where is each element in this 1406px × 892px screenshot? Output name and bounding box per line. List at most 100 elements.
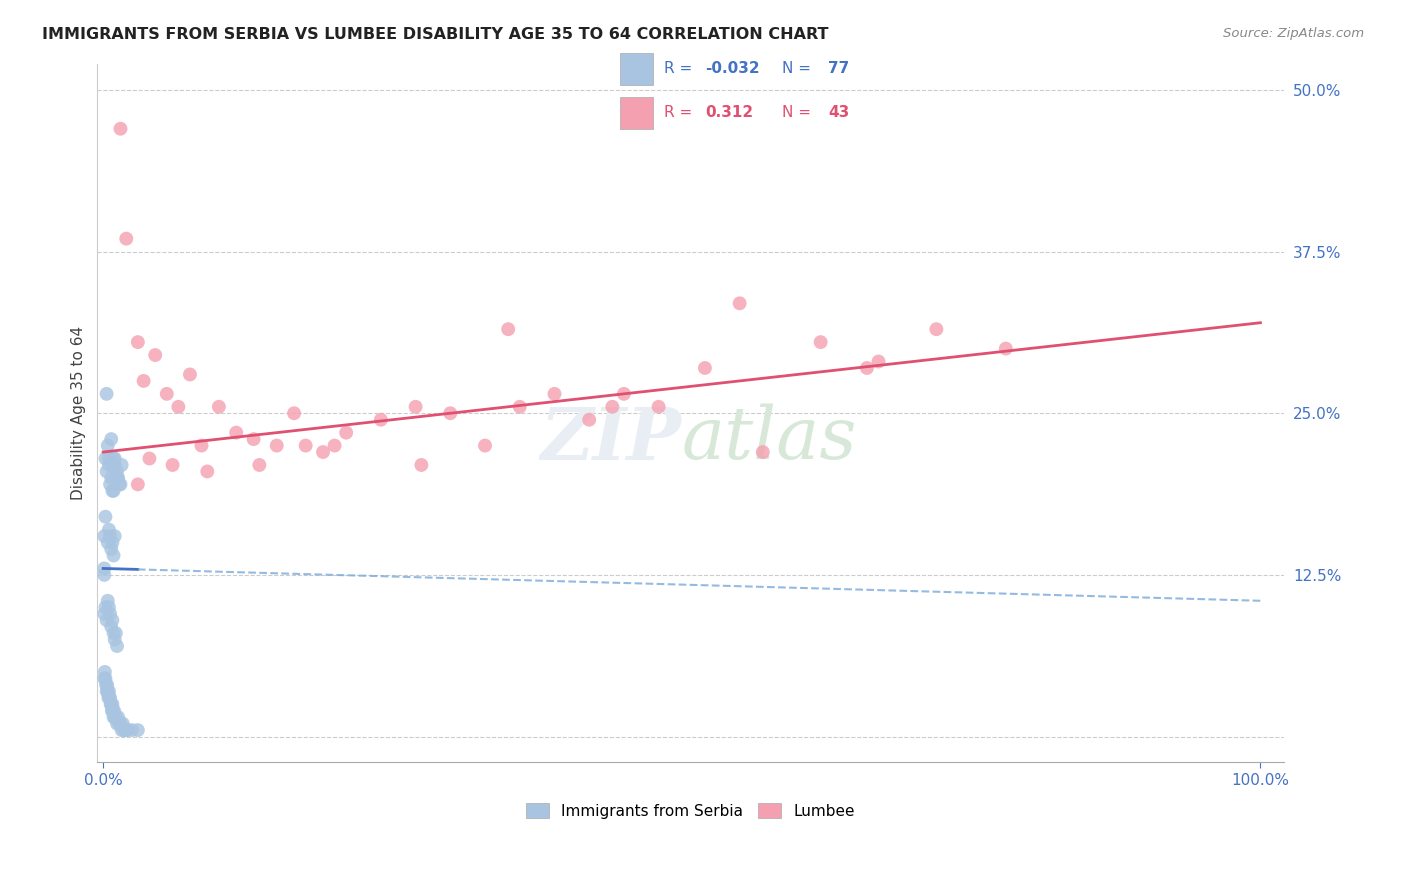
Point — [96, 684, 118, 698]
Point — [108, 716, 131, 731]
Y-axis label: Disability Age 35 to 64: Disability Age 35 to 64 — [72, 326, 86, 500]
Point — [104, 626, 127, 640]
Point — [190, 439, 212, 453]
Point — [117, 723, 139, 738]
Text: R =: R = — [664, 105, 702, 120]
Point — [97, 458, 120, 472]
Point — [103, 451, 125, 466]
Point — [104, 710, 127, 724]
Point — [94, 509, 117, 524]
Point — [105, 639, 128, 653]
Text: 43: 43 — [828, 105, 849, 120]
Point — [509, 400, 531, 414]
Text: N =: N = — [782, 105, 815, 120]
Point — [108, 477, 131, 491]
Point — [179, 368, 201, 382]
Point — [101, 458, 124, 472]
Point — [323, 439, 346, 453]
Point — [93, 529, 115, 543]
Point — [104, 529, 127, 543]
Point — [104, 458, 127, 472]
Point — [266, 439, 288, 453]
Point — [93, 568, 115, 582]
Point — [752, 445, 775, 459]
Text: N =: N = — [782, 62, 815, 77]
Point — [101, 483, 124, 498]
Point — [543, 387, 565, 401]
Point — [104, 710, 127, 724]
Point — [602, 400, 624, 414]
Text: IMMIGRANTS FROM SERBIA VS LUMBEE DISABILITY AGE 35 TO 64 CORRELATION CHART: IMMIGRANTS FROM SERBIA VS LUMBEE DISABIL… — [42, 27, 828, 42]
Point — [474, 439, 496, 453]
Point — [105, 471, 128, 485]
Point — [925, 322, 948, 336]
Text: ZIP: ZIP — [541, 403, 682, 475]
Point — [127, 477, 149, 491]
Point — [103, 710, 125, 724]
Point — [98, 690, 121, 705]
Point — [104, 471, 127, 485]
Point — [411, 458, 433, 472]
Point — [496, 322, 519, 336]
Point — [94, 451, 117, 466]
Point — [100, 471, 122, 485]
Bar — [620, 97, 652, 129]
Point — [97, 451, 120, 466]
Text: -0.032: -0.032 — [704, 62, 759, 77]
Point — [114, 723, 136, 738]
Point — [97, 594, 120, 608]
Point — [98, 529, 121, 543]
Bar — [620, 53, 652, 85]
Point — [208, 400, 231, 414]
Point — [103, 483, 125, 498]
Point — [100, 542, 122, 557]
Point — [97, 684, 120, 698]
Point — [810, 335, 832, 350]
Point — [856, 361, 879, 376]
Point — [111, 716, 134, 731]
Point — [121, 723, 143, 738]
Point — [100, 698, 122, 712]
Point — [110, 477, 132, 491]
Point — [294, 439, 316, 453]
Point — [312, 445, 335, 459]
Text: 0.312: 0.312 — [704, 105, 754, 120]
Point — [693, 361, 716, 376]
Point — [100, 620, 122, 634]
Point — [225, 425, 247, 440]
Point — [93, 561, 115, 575]
Point — [868, 354, 890, 368]
Point — [439, 406, 461, 420]
Point — [97, 600, 120, 615]
Point — [110, 716, 132, 731]
Point — [96, 387, 118, 401]
Point — [578, 413, 600, 427]
Point — [104, 451, 127, 466]
Point — [103, 626, 125, 640]
Point — [103, 549, 125, 563]
Point — [94, 600, 117, 615]
Point — [994, 342, 1017, 356]
Point — [101, 704, 124, 718]
Point — [96, 613, 118, 627]
Point — [335, 425, 357, 440]
Point — [97, 535, 120, 549]
Point — [167, 400, 190, 414]
Point — [97, 523, 120, 537]
Point — [111, 458, 134, 472]
Point — [105, 716, 128, 731]
Legend: Immigrants from Serbia, Lumbee: Immigrants from Serbia, Lumbee — [520, 797, 860, 824]
Point — [96, 465, 118, 479]
Point — [405, 400, 427, 414]
Point — [132, 374, 155, 388]
Point — [107, 710, 129, 724]
Point — [97, 439, 120, 453]
Point — [94, 665, 117, 679]
Point — [100, 432, 122, 446]
Point — [115, 232, 138, 246]
Point — [94, 678, 117, 692]
Text: R =: R = — [664, 62, 697, 77]
Point — [96, 678, 118, 692]
Point — [97, 684, 120, 698]
Point — [101, 698, 124, 712]
